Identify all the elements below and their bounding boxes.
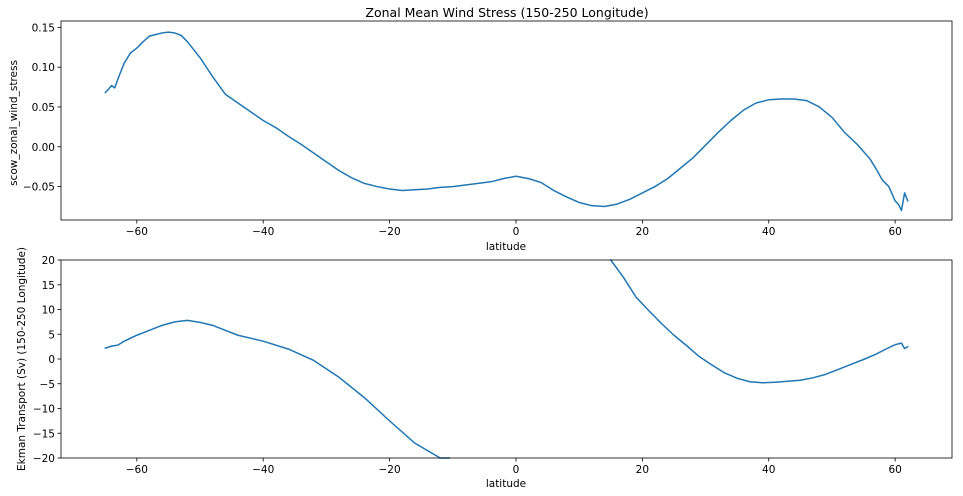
y-tick-label: −5 — [40, 379, 55, 391]
y-tick-label: −15 — [33, 428, 55, 440]
series-line — [104, 31, 909, 212]
x-tick-label: 40 — [762, 226, 775, 238]
y-tick-label: −20 — [33, 453, 55, 465]
x-tick-label: 60 — [888, 226, 901, 238]
x-tick-label: 20 — [636, 464, 649, 476]
ekman-transport-chart: −60 −40 −20 0 20 40 60 −20 −15 −10 −5 0 5 10 15 20 lati… — [16, 247, 953, 490]
x-tick-label: 0 — [513, 464, 520, 476]
series-line-north — [610, 259, 909, 384]
x-tick-label: −60 — [126, 226, 148, 238]
y-tick-label: 0.00 — [32, 142, 55, 154]
x-tick-label: 0 — [513, 226, 520, 238]
y-tick-label: 10 — [42, 305, 55, 317]
x-tick-label: −40 — [252, 226, 274, 238]
y-tick-label: 0 — [48, 354, 55, 366]
x-axis-label: latitude — [486, 478, 526, 490]
y-tick-label: 0.05 — [32, 102, 55, 114]
x-tick-label: 40 — [762, 464, 775, 476]
x-tick-label: −40 — [252, 464, 274, 476]
x-tick-label: 20 — [636, 226, 649, 238]
series-line-south — [104, 319, 451, 459]
plot-frame — [60, 259, 953, 459]
x-axis-label: latitude — [486, 241, 526, 253]
y-tick-label: −0.05 — [23, 182, 55, 194]
plot-frame — [60, 20, 953, 221]
x-tick-label: 60 — [888, 464, 901, 476]
x-tick-label: −20 — [379, 226, 401, 238]
y-tick-label: 0.15 — [32, 22, 55, 34]
y-tick-label: 15 — [42, 280, 55, 292]
chart-title: Zonal Mean Wind Stress (150-250 Longitud… — [365, 5, 648, 20]
x-tick-label: −20 — [379, 464, 401, 476]
y-axis-label: scow_zonal_wind_stress — [8, 60, 20, 186]
y-tick-label: 0.10 — [32, 62, 55, 74]
wind-stress-chart: Zonal Mean Wind Stress (150-250 Longitud… — [8, 5, 953, 253]
x-tick-label: −60 — [126, 464, 148, 476]
y-axis-label: Ekman Transport (Sv) (150-250 Longitude) — [16, 247, 28, 471]
y-tick-label: 5 — [48, 329, 55, 341]
y-tick-label: 20 — [42, 255, 55, 267]
y-tick-label: −10 — [33, 404, 55, 416]
